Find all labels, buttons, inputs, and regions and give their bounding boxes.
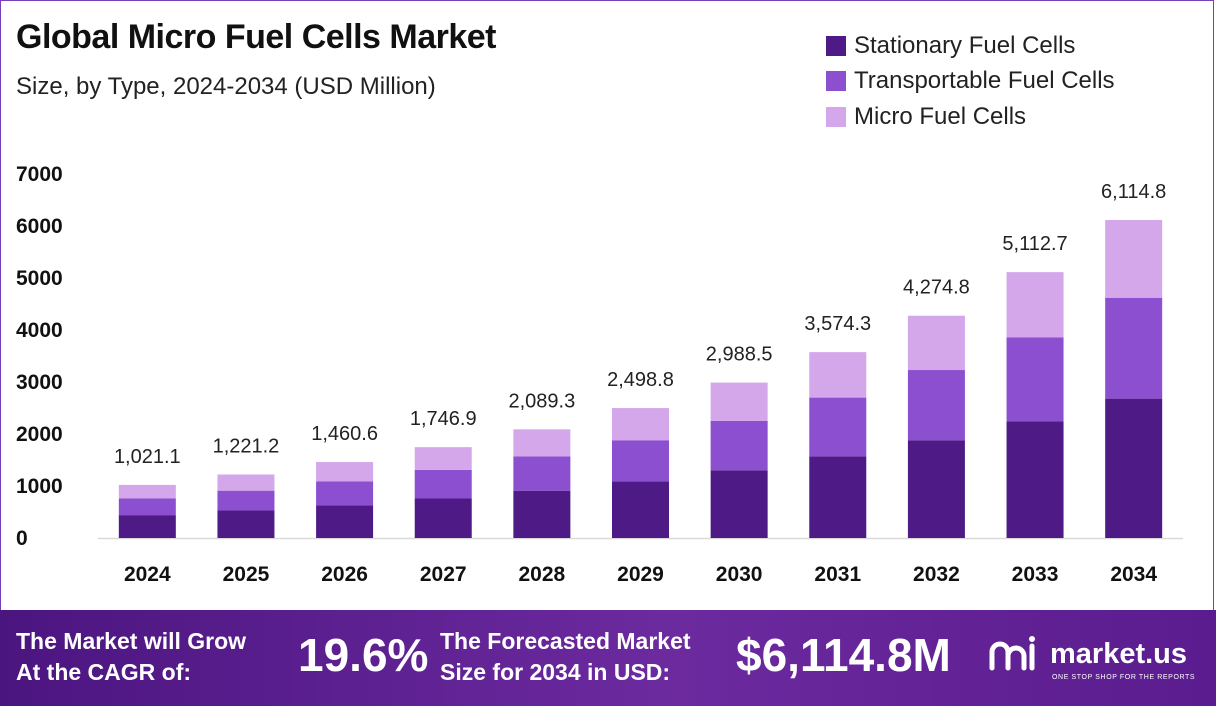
- bar-total-label: 2,498.8: [607, 369, 674, 391]
- bar-segment-stationary-2024: [118, 515, 176, 538]
- bar-segment-micro-2031: [809, 352, 867, 398]
- bar-segment-stationary-2026: [316, 505, 374, 538]
- bar-segment-micro-2032: [907, 315, 965, 371]
- bar-segment-micro-2026: [316, 462, 374, 482]
- x-tick-label: 2032: [913, 563, 960, 586]
- brand: market.us ONE STOP SHOP FOR THE REPORTS: [988, 634, 1195, 684]
- bar-segment-micro-2030: [710, 382, 768, 421]
- cagr-label-line2: At the CAGR of:: [16, 659, 192, 685]
- cagr-label: The Market will Grow At the CAGR of:: [16, 626, 246, 688]
- y-tick-label: 4000: [16, 319, 63, 342]
- chart-frame: [0, 0, 1214, 610]
- chart-title: Global Micro Fuel Cells Market: [16, 18, 497, 56]
- bar-segment-transportable-2029: [612, 440, 669, 482]
- legend-item-transportable: Transportable Fuel Cells: [826, 64, 1115, 100]
- bar-total-label: 4,274.8: [903, 277, 970, 299]
- market-us-logo-icon: [989, 636, 1035, 671]
- forecast-label-line2: Size for 2034 in USD:: [440, 659, 671, 685]
- bar-segment-transportable-2025: [217, 490, 275, 511]
- bar-total-label: 1,460.6: [311, 423, 378, 445]
- x-tick-label: 2033: [1012, 563, 1059, 586]
- bar-segment-micro-2025: [217, 474, 275, 491]
- bar-segment-stationary-2028: [513, 490, 571, 538]
- legend-swatch-transportable: [826, 71, 846, 92]
- bar-total-label: 2,089.3: [508, 390, 575, 412]
- legend: Stationary Fuel Cells Transportable Fuel…: [826, 28, 1115, 135]
- y-tick-label: 1000: [16, 475, 63, 498]
- legend-label-transportable: Transportable Fuel Cells: [854, 67, 1115, 95]
- bar-segment-micro-2033: [1006, 272, 1064, 338]
- x-tick-label: 2029: [617, 563, 664, 586]
- bar-segment-transportable-2031: [809, 397, 867, 457]
- x-tick-label: 2027: [420, 563, 467, 586]
- bar-total-label: 1,746.9: [410, 408, 477, 430]
- brand-tagline: ONE STOP SHOP FOR THE REPORTS: [1052, 674, 1196, 681]
- bar-segment-micro-2034: [1105, 220, 1163, 298]
- y-tick-label: 3000: [16, 371, 63, 394]
- bar-segment-micro-2024: [118, 484, 176, 499]
- forecast-label-line1: The Forecasted Market: [440, 628, 691, 654]
- y-tick-label: 6000: [16, 215, 63, 238]
- bar-segment-micro-2029: [612, 408, 669, 441]
- bar-segment-transportable-2030: [710, 421, 768, 471]
- bar-segment-stationary-2031: [809, 456, 867, 538]
- cagr-value: 19.6%: [298, 629, 429, 681]
- x-tick-label: 2030: [716, 563, 763, 586]
- bar-segment-stationary-2032: [907, 440, 965, 538]
- bar-segment-stationary-2027: [414, 498, 472, 538]
- y-tick-label: 0: [16, 527, 28, 550]
- legend-label-stationary: Stationary Fuel Cells: [854, 31, 1076, 59]
- x-tick-label: 2024: [124, 563, 171, 586]
- bar-total-label: 2,988.5: [706, 344, 773, 366]
- bar-segment-stationary-2029: [612, 481, 669, 538]
- legend-label-micro: Micro Fuel Cells: [854, 102, 1027, 130]
- bar-segment-transportable-2028: [513, 456, 571, 491]
- forecast-value: $6,114.8M: [736, 629, 951, 681]
- bar-total-label: 1,021.1: [114, 446, 181, 468]
- legend-item-stationary: Stationary Fuel Cells: [826, 28, 1115, 64]
- x-tick-label: 2031: [814, 563, 861, 586]
- bar-segment-transportable-2024: [118, 498, 176, 516]
- bar-segment-micro-2027: [414, 447, 472, 470]
- stacked-bar-chart: 0 1000 2000 3000 4000 5000 6000 7000 1,021.1 2024…: [16, 163, 1183, 586]
- x-tick-label: 2028: [519, 563, 566, 586]
- bar-segment-micro-2028: [513, 429, 571, 457]
- y-tick-label: 7000: [16, 163, 63, 186]
- x-tick-label: 2034: [1110, 563, 1157, 586]
- forecast-label: The Forecasted Market Size for 2034 in U…: [440, 626, 691, 688]
- legend-swatch-stationary: [826, 35, 846, 56]
- bar-segment-stationary-2030: [710, 470, 768, 538]
- x-tick-label: 2025: [223, 563, 270, 586]
- bar-segment-transportable-2032: [907, 370, 965, 441]
- x-tick-label: 2026: [321, 563, 368, 586]
- bar-segment-transportable-2026: [316, 481, 374, 506]
- chart-subtitle: Size, by Type, 2024-2034 (USD Million): [16, 73, 436, 100]
- y-tick-label: 5000: [16, 267, 63, 290]
- legend-swatch-micro: [826, 106, 846, 127]
- brand-name: market.us: [1050, 638, 1188, 670]
- bar-segment-stationary-2034: [1105, 398, 1163, 538]
- bar-segment-transportable-2034: [1105, 297, 1163, 399]
- legend-item-micro: Micro Fuel Cells: [826, 99, 1115, 135]
- footer-banner: The Market will Grow At the CAGR of: 19.…: [0, 610, 1216, 706]
- y-tick-label: 2000: [16, 423, 63, 446]
- bar-total-label: 3,574.3: [804, 313, 871, 335]
- bar-segment-transportable-2033: [1006, 337, 1064, 422]
- bar-total-label: 6,114.8: [1101, 181, 1166, 203]
- bar-total-label: 5,112.7: [1002, 233, 1067, 255]
- bar-segment-stationary-2033: [1006, 421, 1064, 538]
- bar-total-label: 1,221.2: [213, 435, 280, 457]
- bar-segment-stationary-2025: [217, 510, 275, 538]
- cagr-label-line1: The Market will Grow: [16, 628, 247, 654]
- bar-segment-transportable-2027: [414, 469, 472, 499]
